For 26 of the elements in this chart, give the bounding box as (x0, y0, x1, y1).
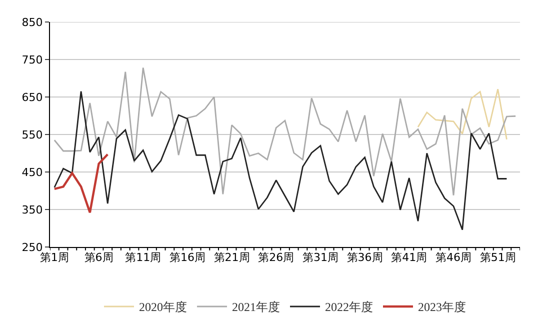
x-tick-label: 第6周 (84, 251, 114, 264)
line-series (53, 153, 109, 214)
x-tick-label: 第51周 (480, 251, 516, 264)
line-series (417, 88, 508, 140)
legend-label: 2020年度 (139, 300, 187, 314)
legend-label: 2023年度 (418, 300, 466, 314)
legend-label: 2021年度 (232, 300, 280, 314)
x-tick-label: 第26周 (258, 251, 294, 264)
y-tick-label: 650 (22, 90, 43, 104)
x-tick-label: 第21周 (214, 251, 250, 264)
y-tick-label: 750 (22, 53, 43, 66)
y-tick-label: 350 (22, 203, 43, 216)
y-tick-label: 850 (22, 16, 43, 29)
x-tick-label: 第16周 (169, 251, 206, 264)
x-tick-label: 第36周 (346, 251, 383, 264)
x-tick-label: 第46周 (435, 251, 472, 264)
legend-label: 2022年度 (325, 300, 373, 314)
line-series (54, 90, 508, 230)
line-series (54, 67, 516, 196)
x-tick-label: 第41周 (391, 251, 428, 264)
x-tick-label: 第31周 (302, 251, 338, 264)
x-tick-label: 第1周 (40, 251, 69, 264)
y-tick-label: 550 (22, 128, 43, 142)
y-tick-label: 250 (22, 240, 43, 254)
y-tick-label: 450 (22, 166, 43, 179)
x-tick-label: 第11周 (125, 251, 162, 264)
